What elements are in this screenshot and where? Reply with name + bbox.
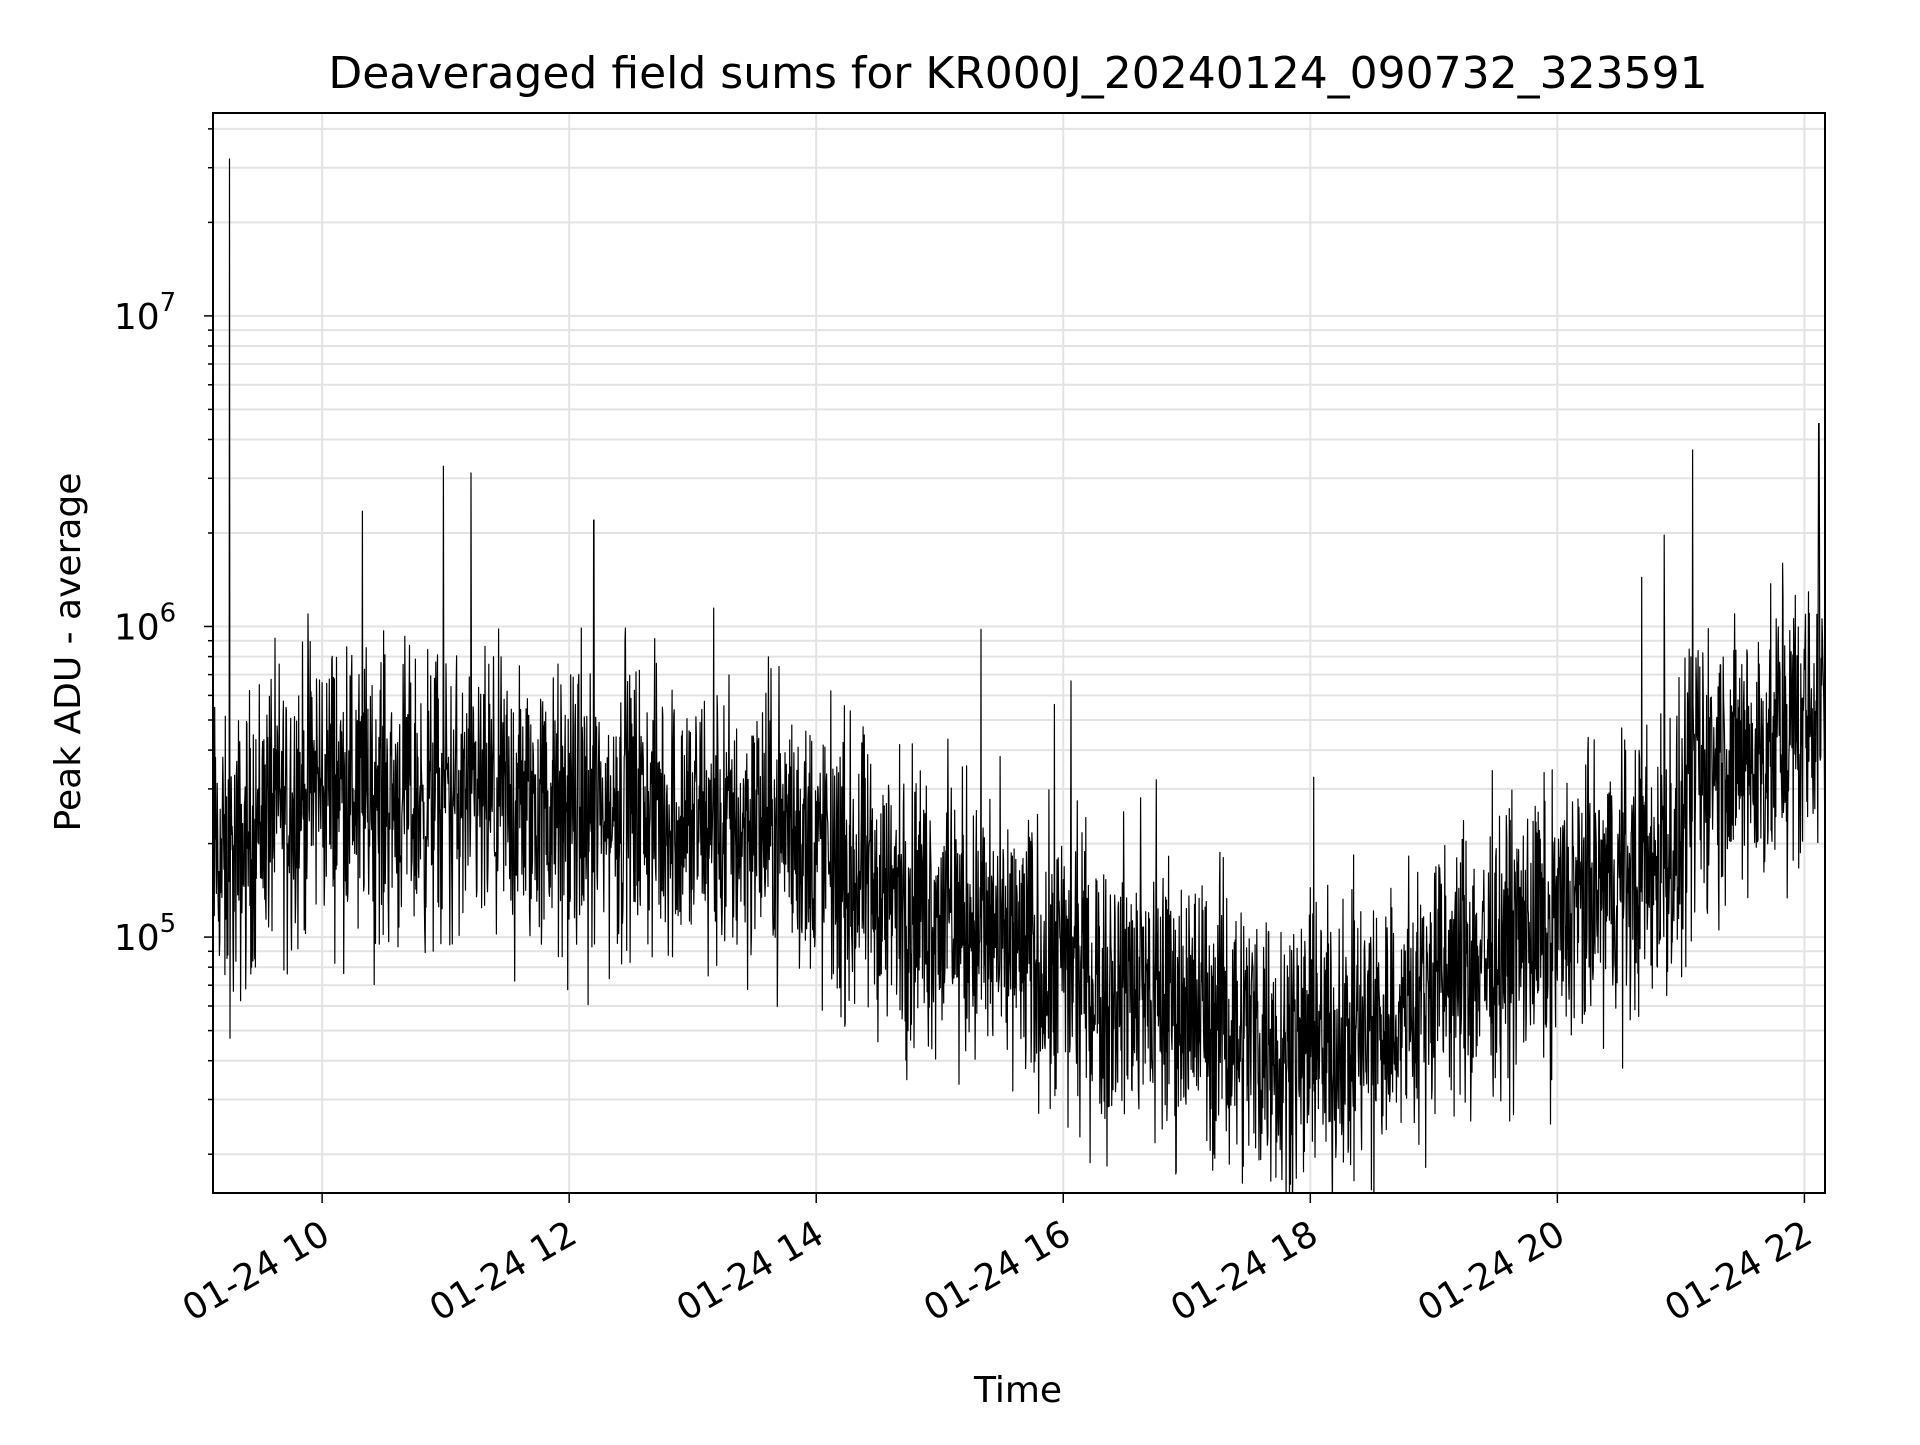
data-series (213, 158, 1825, 1193)
x-tick-label: 01-24 22 (1658, 1213, 1819, 1329)
x-axis: 01-24 10 01-24 12 01-24 14 01-24 16 01-24 18… (176, 1193, 1819, 1330)
y-tick-exponent: 5 (160, 909, 177, 939)
chart-title: Deaveraged field sums for KR000J_2024012… (328, 48, 1707, 99)
y-tick-base: 10 (114, 607, 160, 648)
x-tick-label: 01-24 14 (670, 1213, 831, 1329)
x-tick-label: 01-24 18 (1164, 1213, 1325, 1329)
y-axis-label: Peak ADU - average (48, 473, 89, 832)
x-tick-label: 01-24 12 (423, 1213, 584, 1329)
x-axis-label: Time (973, 1370, 1062, 1411)
x-tick-label: 01-24 16 (917, 1213, 1078, 1329)
y-tick-label: 105 (114, 909, 176, 959)
y-tick-base: 10 (114, 297, 160, 338)
y-tick-label: 106 (114, 598, 176, 648)
y-tick-base: 10 (114, 918, 160, 959)
series-line (213, 158, 1825, 1193)
x-tick-label: 01-24 20 (1411, 1213, 1572, 1329)
y-tick-exponent: 6 (160, 598, 177, 628)
y-tick-label: 107 (114, 288, 176, 338)
plot-frame (212, 112, 1826, 1194)
gridlines (213, 113, 1825, 1193)
y-tick-exponent: 7 (160, 288, 177, 318)
x-tick-label: 01-24 10 (176, 1213, 337, 1329)
